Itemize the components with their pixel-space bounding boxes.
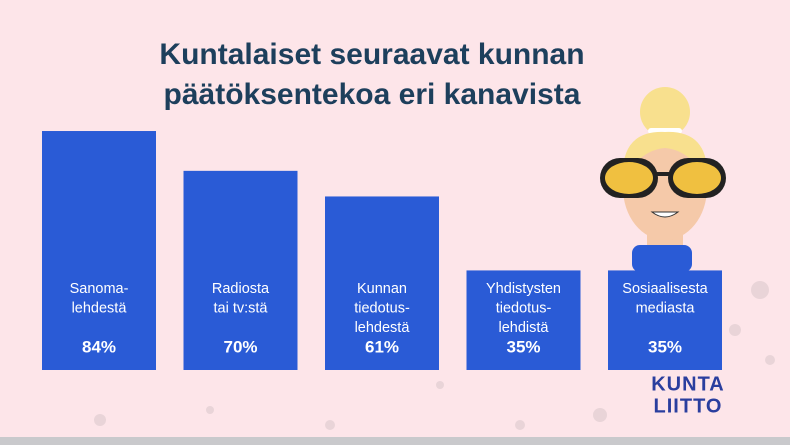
bar	[466, 270, 581, 370]
chart-title: päätöksentekoa eri kanavista	[164, 78, 581, 111]
bar-label: lehdestä	[72, 300, 128, 316]
bar-label: Sosiaalisesta	[622, 281, 708, 297]
bar-label: lehdistä	[499, 320, 550, 336]
decor-splatter	[94, 281, 775, 430]
bottom-band	[0, 437, 790, 445]
value-label: 84%	[82, 337, 116, 356]
bar-label: tiedotus-	[354, 300, 410, 316]
chart-title: Kuntalaiset seuraavat kunnan	[159, 38, 584, 71]
value-label: 70%	[223, 337, 257, 356]
bar-label: Kunnan	[357, 281, 407, 297]
bar-label: tai tv:stä	[214, 300, 269, 316]
logo-text: LIITTO	[654, 395, 723, 417]
bar-label: Yhdistysten	[486, 281, 561, 297]
bar	[42, 131, 156, 370]
bar-label: tiedotus-	[496, 300, 552, 316]
logo-text: KUNTA	[651, 373, 725, 395]
value-label: 35%	[648, 337, 682, 356]
value-label: 35%	[506, 337, 540, 356]
value-label: 61%	[365, 337, 399, 356]
bar	[183, 170, 298, 370]
bar-label: Sanoma-	[70, 281, 129, 297]
bar	[325, 196, 439, 370]
bar-label: lehdestä	[355, 320, 411, 336]
bar-label: Radiosta	[212, 281, 270, 297]
character	[600, 87, 726, 272]
bar-label: mediasta	[636, 300, 696, 316]
bar	[608, 270, 722, 370]
